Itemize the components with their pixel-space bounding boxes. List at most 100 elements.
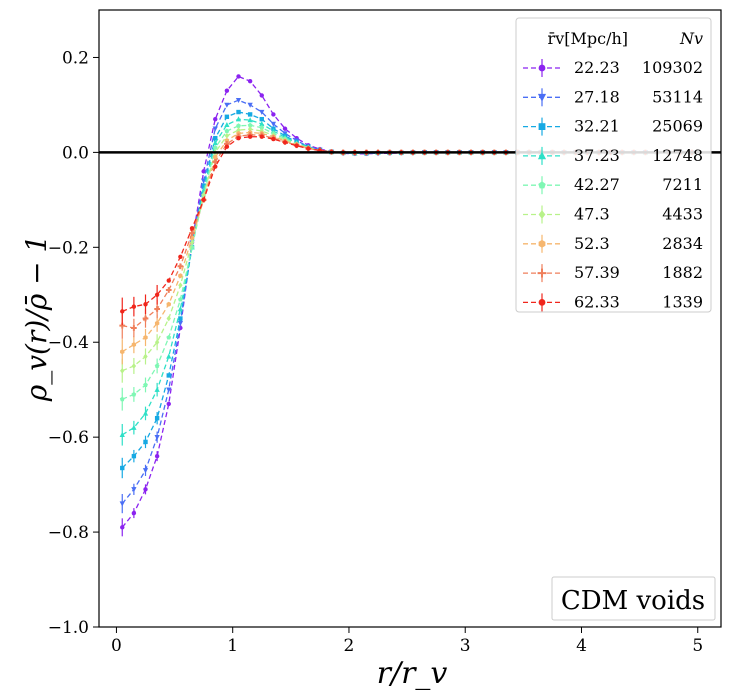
data-point (143, 334, 148, 341)
data-point (178, 273, 183, 279)
legend-count: 4433 (662, 205, 703, 224)
x-tick-label: 2 (344, 636, 355, 656)
y-tick-label: −0.6 (48, 428, 89, 448)
data-point (131, 325, 137, 331)
data-point (131, 510, 137, 516)
data-point (236, 123, 241, 128)
data-point (177, 296, 183, 302)
data-point (259, 121, 265, 127)
data-point (271, 136, 276, 142)
data-point (235, 116, 242, 122)
data-point (166, 334, 172, 340)
data-point (247, 112, 253, 117)
data-point (236, 135, 241, 141)
legend-count: 12748 (652, 146, 703, 165)
data-point (166, 353, 172, 359)
data-point (131, 342, 137, 348)
data-point (154, 320, 160, 326)
plot-frame (98, 9, 722, 628)
legend-row: 52.3 2834 (523, 234, 703, 253)
legend-count: 7211 (662, 175, 703, 194)
data-point (224, 102, 230, 108)
data-point (154, 339, 160, 346)
data-point (270, 121, 277, 127)
data-point (178, 254, 183, 259)
data-point (154, 306, 160, 312)
data-point (224, 137, 230, 144)
legend-count: 53114 (652, 87, 703, 106)
data-point (131, 363, 137, 369)
y-tick-label: −1.0 (48, 618, 89, 638)
y-tick-label: −0.8 (48, 523, 89, 543)
data-point (213, 164, 218, 169)
data-point (259, 93, 264, 98)
data-point (247, 117, 253, 123)
data-point (143, 353, 148, 360)
legend-radius: 57.39 (574, 263, 620, 282)
data-point (154, 453, 160, 459)
legend-count: 1882 (662, 263, 703, 282)
legend-radius: 42.27 (574, 175, 620, 194)
data-point (282, 140, 288, 145)
legend-marker (537, 268, 547, 278)
x-tick-label: 1 (227, 636, 238, 656)
data-point (120, 349, 125, 355)
data-point (224, 114, 230, 119)
legend-marker (538, 210, 546, 219)
data-point (166, 301, 171, 307)
y-tick-label: −0.4 (48, 333, 89, 353)
legend-marker (538, 239, 546, 248)
data-point (212, 126, 218, 132)
data-point (166, 373, 171, 378)
data-point (119, 431, 125, 437)
data-point (212, 159, 219, 165)
data-point (119, 396, 125, 402)
x-tick-label: 5 (692, 636, 703, 656)
data-point (271, 112, 276, 117)
legend-radius: 27.18 (574, 87, 620, 106)
y-tick-label: 0.0 (62, 143, 89, 163)
legend-radius: 22.23 (574, 58, 620, 77)
legend-row: 37.23 12748 (523, 146, 703, 165)
axis-ticks: 0 1 2 3 4 5 −1.0 −0.8 −0.6 −0.4 −0.2 0.0 0.2 (48, 48, 703, 656)
data-point (131, 391, 137, 397)
annotation-frame (551, 576, 716, 621)
data-point (213, 154, 218, 160)
data-point (282, 126, 288, 131)
data-point (154, 415, 160, 421)
data-point (259, 134, 264, 139)
data-point (213, 116, 218, 122)
data-point (166, 387, 172, 393)
data-point (166, 315, 171, 322)
data-point (177, 263, 184, 270)
legend-radius: 62.33 (574, 292, 620, 311)
data-point (154, 292, 160, 297)
x-tick-label: 3 (460, 636, 471, 656)
data-point (189, 226, 195, 231)
data-point (154, 386, 160, 392)
x-tick-label: 4 (576, 636, 587, 656)
data-point (201, 169, 206, 174)
legend-row: 47.3 4433 (523, 205, 703, 224)
data-point (247, 122, 253, 128)
annotation-label: CDM voids (561, 586, 705, 616)
data-point (120, 525, 125, 530)
data-point (224, 121, 230, 128)
legend-count: 25069 (652, 117, 703, 136)
legend-radius: 37.23 (574, 146, 620, 165)
legend-row: 22.23 109302 (523, 58, 703, 77)
data-point (131, 424, 137, 430)
data-point (120, 465, 125, 471)
data-point (142, 410, 149, 416)
legend-row: 32.21 25069 (523, 117, 703, 136)
data-point (166, 278, 171, 283)
y-axis-label: ρ_v(r)/ρ̄ − 1 (20, 235, 53, 402)
legend-row: 62.33 1339 (523, 292, 703, 312)
data-point (143, 487, 148, 492)
legend-radius: 47.3 (574, 205, 610, 224)
legend-box (515, 17, 712, 313)
data-point (177, 306, 184, 312)
data-point (143, 439, 148, 445)
data-point (224, 128, 230, 134)
